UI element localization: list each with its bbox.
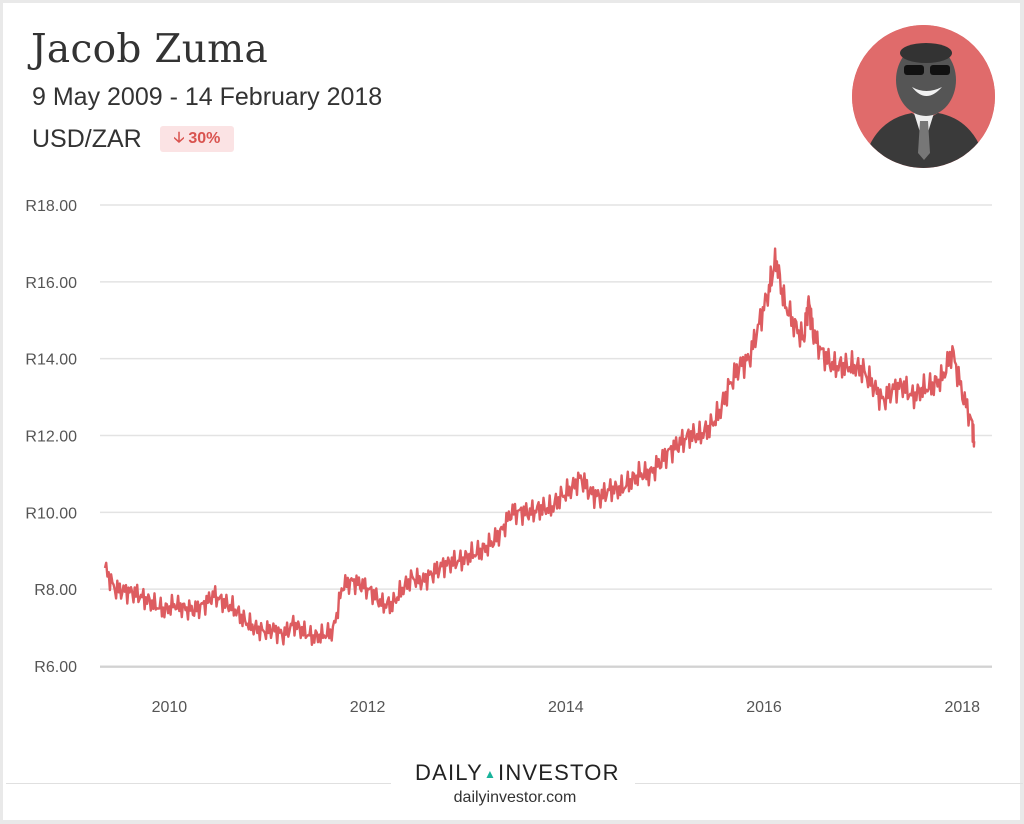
usd-zar-line — [103, 247, 976, 646]
footer-divider — [635, 783, 1023, 784]
y-tick-label: R18.00 — [25, 198, 77, 215]
chart-card: Jacob Zuma 9 May 2009 - 14 February 2018… — [3, 3, 1023, 820]
arrow-down-icon: 🡣 — [173, 128, 185, 146]
x-tick-label: 2012 — [350, 699, 386, 716]
x-tick-label: 2010 — [152, 699, 188, 716]
change-value: 30% — [188, 130, 221, 147]
brand-left: DAILY — [415, 760, 483, 785]
footer-url: dailyinvestor.com — [453, 789, 577, 806]
y-tick-label: R6.00 — [34, 659, 77, 676]
x-tick-label: 2014 — [548, 699, 584, 716]
footer-divider — [6, 783, 391, 784]
currency-pair-label: USD/ZAR — [32, 125, 142, 153]
y-tick-label: R10.00 — [25, 505, 77, 522]
change-badge: 🡣 30% — [160, 126, 234, 152]
x-tick-label: 2016 — [746, 699, 782, 716]
y-tick-label: R16.00 — [25, 275, 77, 292]
y-tick-label: R12.00 — [25, 429, 77, 446]
brand-logo: DAILY▲INVESTOR — [415, 760, 620, 786]
brand-right: INVESTOR — [498, 760, 620, 785]
chart-title: Jacob Zuma — [31, 27, 269, 72]
chart-subtitle: 9 May 2009 - 14 February 2018 — [32, 83, 383, 111]
y-tick-label: R14.00 — [25, 352, 77, 369]
triangle-icon: ▲ — [483, 767, 498, 781]
y-tick-label: R8.00 — [34, 582, 77, 599]
x-tick-label: 2018 — [944, 699, 980, 716]
person-portrait-icon — [852, 25, 995, 168]
